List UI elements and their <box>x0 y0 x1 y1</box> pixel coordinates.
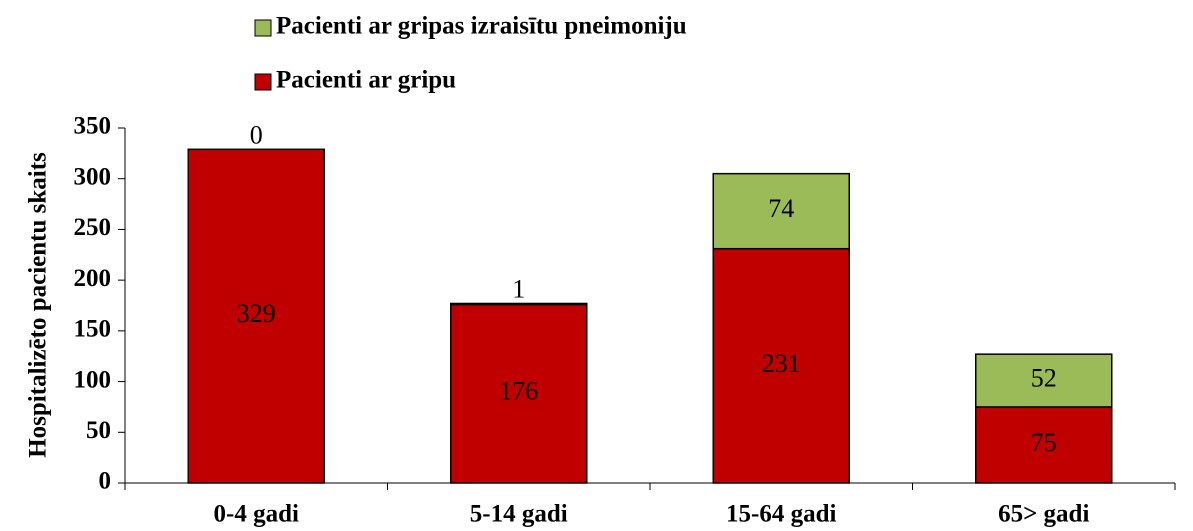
data-label: 74 <box>768 194 794 223</box>
data-label: 0 <box>250 120 263 149</box>
data-label: 329 <box>237 299 276 328</box>
bar-segment <box>450 303 588 484</box>
legend-swatch <box>254 73 272 91</box>
y-tick-label: 300 <box>74 163 112 190</box>
bar-segment <box>712 247 850 484</box>
bar-segment <box>187 148 325 484</box>
y-tick-label: 250 <box>74 214 112 241</box>
y-tick-label: 0 <box>99 468 112 495</box>
y-axis-label: Hospitalizēto pacientu skaits <box>25 152 52 458</box>
y-tick-label: 350 <box>74 113 112 140</box>
bar-segment <box>450 302 588 306</box>
bar-segment <box>975 406 1113 484</box>
x-tick-label: 5-14 gadi <box>470 501 568 528</box>
x-tick-label: 0-4 gadi <box>214 501 299 528</box>
legend-swatch <box>254 19 272 37</box>
legend-label: Pacienti ar gripu <box>276 67 456 94</box>
y-tick-label: 50 <box>86 417 111 444</box>
bar-segment <box>712 172 850 250</box>
y-tick-label: 100 <box>74 366 112 393</box>
data-label: 75 <box>1031 428 1057 457</box>
y-tick-label: 200 <box>74 265 112 292</box>
bar-segment <box>975 353 1113 408</box>
y-tick-label: 150 <box>74 316 112 343</box>
x-tick-label: 65> gadi <box>998 501 1089 528</box>
legend-label: Pacienti ar gripas izraisītu pneimoniju <box>276 13 687 40</box>
data-label: 1 <box>512 274 525 303</box>
data-label: 231 <box>762 349 801 378</box>
x-tick-label: 15-64 gadi <box>726 501 836 528</box>
data-label: 176 <box>499 377 538 406</box>
data-label: 52 <box>1031 364 1057 393</box>
